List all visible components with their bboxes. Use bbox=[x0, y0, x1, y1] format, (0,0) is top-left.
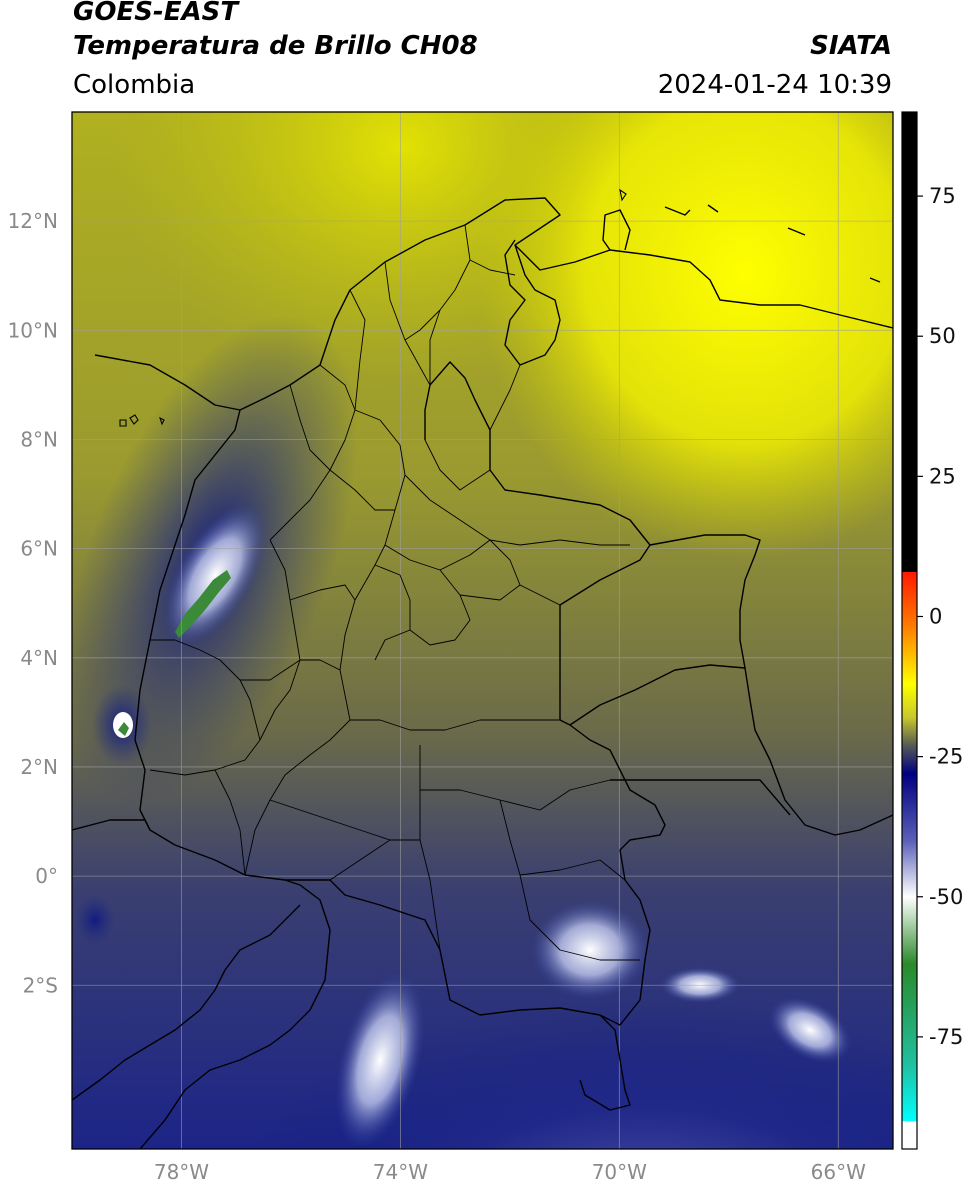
colorbar-tick-label: -75 bbox=[929, 1025, 963, 1049]
product-title: Temperatura de Brillo CH08 bbox=[73, 31, 478, 61]
longitude-label: 66°W bbox=[811, 1160, 866, 1184]
colorbar-ticks: 75 50 25 0 -25 -50 -75 bbox=[917, 184, 963, 1049]
islands bbox=[119, 188, 627, 427]
latitude-label: 6°N bbox=[20, 537, 58, 561]
region-label: Colombia bbox=[73, 70, 196, 100]
colorbar-tick-label: 25 bbox=[929, 464, 956, 488]
department-borders bbox=[149, 224, 640, 961]
latitude-label: 10°N bbox=[8, 318, 58, 342]
latitude-label: 12°N bbox=[8, 209, 58, 233]
colorbar-frame bbox=[901, 111, 918, 1150]
longitude-label: 70°W bbox=[592, 1160, 647, 1184]
colorbar-tick-label: 75 bbox=[929, 184, 956, 208]
country-borders bbox=[72, 197, 893, 1149]
latitude-label: 8°N bbox=[20, 427, 58, 451]
brightness-temperature-field bbox=[72, 112, 893, 1149]
latitude-label: 2°N bbox=[20, 755, 58, 779]
latitude-label: 2°S bbox=[23, 973, 58, 997]
latitude-tick-labels: 12°N 10°N 8°N 6°N 4°N 2°N 0° 2°S bbox=[8, 209, 58, 997]
longitude-tick-labels: 78°W 74°W 70°W 66°W bbox=[154, 1160, 866, 1184]
colorbar-tick-label: 50 bbox=[929, 324, 956, 348]
colorbar-tick-label: -50 bbox=[929, 885, 963, 909]
map-frame bbox=[71, 111, 894, 1150]
timestamp-label: 2024-01-24 10:39 bbox=[657, 70, 892, 100]
latitude-label: 0° bbox=[35, 864, 58, 888]
colorbar-tick-label: 0 bbox=[929, 604, 942, 628]
latitude-label: 4°N bbox=[20, 646, 58, 670]
colorbar: 75 50 25 0 -25 -50 -75 bbox=[901, 111, 963, 1150]
satellite-title: GOES-EAST bbox=[73, 0, 239, 27]
brand-label: SIATA bbox=[810, 31, 892, 61]
colorbar-tick-label: -25 bbox=[929, 745, 963, 769]
colorbar-fill bbox=[902, 112, 917, 1149]
longitude-label: 78°W bbox=[154, 1160, 209, 1184]
gridlines bbox=[72, 112, 893, 1149]
longitude-label: 74°W bbox=[373, 1160, 428, 1184]
